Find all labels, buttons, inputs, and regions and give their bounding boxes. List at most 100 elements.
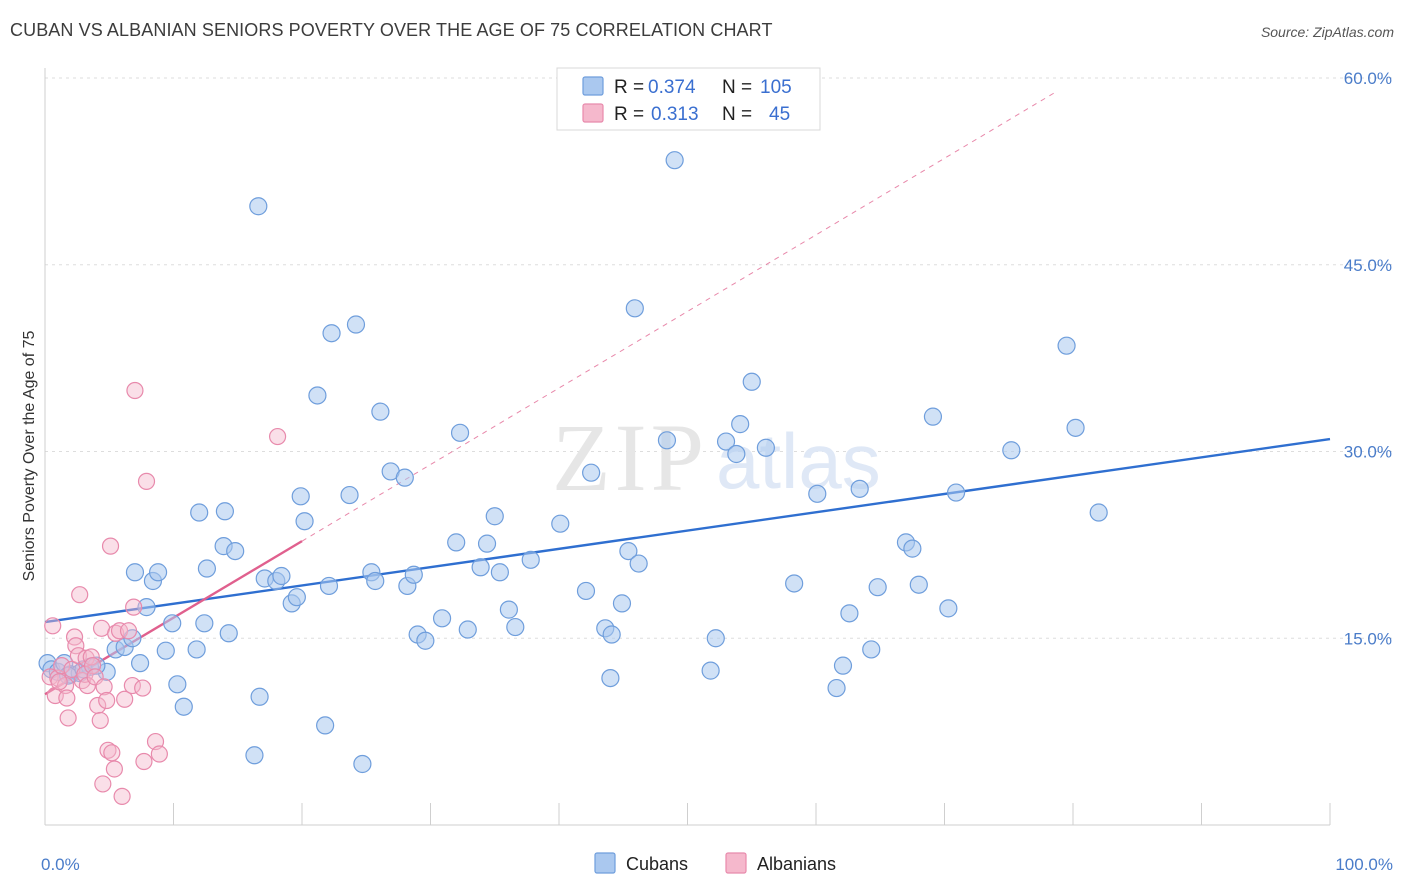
legend-r-value-albanians: 0.313: [651, 104, 699, 125]
cubans-point: [506, 617, 525, 637]
cubans-point: [148, 563, 168, 582]
cubans-point: [226, 541, 245, 561]
cubans-point: [1066, 418, 1085, 437]
cubans-point: [827, 678, 846, 698]
cubans-point: [416, 631, 435, 650]
cubans-point: [346, 315, 366, 334]
cubans-point: [657, 431, 677, 450]
cubans-point: [619, 541, 638, 561]
cubans-point: [215, 502, 234, 521]
cubans-point: [582, 463, 601, 482]
albanians-point: [105, 760, 123, 778]
cubans-point: [808, 484, 827, 503]
cubans-point: [477, 534, 497, 553]
x-tick-label-max: 100.0%: [1335, 855, 1393, 874]
cubans-point: [219, 624, 238, 643]
albanians-point: [101, 537, 120, 555]
albanians-point: [137, 472, 156, 490]
cubans-point: [471, 558, 490, 577]
cubans-point: [450, 423, 470, 442]
albanians-point: [103, 744, 121, 762]
cubans-point: [353, 754, 372, 774]
albanians-point: [44, 617, 62, 635]
cubans-point: [322, 324, 341, 343]
tick-labels: 15.0% 30.0% 45.0% 60.0% 0.0% 100.0%: [41, 69, 1393, 874]
cubans-point: [521, 550, 540, 569]
axes: [44, 68, 1331, 826]
cubans-point: [629, 554, 648, 573]
cubans-point: [727, 444, 746, 464]
x-tick-label-min: 0.0%: [41, 855, 80, 874]
cubans-point: [371, 402, 390, 421]
legend-swatch-cubans: [582, 76, 604, 96]
cubans-point: [601, 668, 620, 688]
legend-n-label-cubans: N =: [722, 77, 752, 98]
cubans-point: [625, 299, 644, 318]
cubans-point: [319, 576, 339, 596]
cubans-point: [190, 503, 209, 522]
cubans-point: [939, 599, 958, 618]
cubans-point: [156, 641, 175, 660]
albanians-point: [65, 628, 84, 646]
cubans-point: [130, 654, 150, 673]
chart-source: Source: ZipAtlas.com: [1260, 24, 1394, 40]
correlation-legend: R = 0.374 N = 105 R = 0.313 N = 45: [556, 67, 821, 131]
albanians-point: [67, 637, 85, 655]
legend-r-label-albanians: R =: [614, 104, 644, 125]
albanians-point: [134, 679, 152, 697]
y-tick-label: 60.0%: [1344, 69, 1392, 88]
cubans-point: [250, 687, 269, 706]
cubans-point: [432, 609, 452, 628]
bottom-legend-label-cubans: Cubans: [626, 854, 688, 874]
cubans-point: [316, 716, 335, 735]
cubans-point: [485, 507, 504, 526]
cubans-point: [1089, 503, 1108, 522]
cubans-point: [168, 675, 187, 694]
y-tick-label: 30.0%: [1344, 443, 1392, 462]
albanians-point: [113, 787, 131, 805]
legend-n-value-albanians: 45: [769, 104, 790, 125]
legend-n-value-cubans: 105: [760, 77, 792, 98]
cubans-point: [272, 566, 291, 586]
cubans-point: [187, 640, 206, 659]
chart-title: CUBAN VS ALBANIAN SENIORS POVERTY OVER T…: [10, 20, 773, 40]
cubans-point: [612, 594, 632, 613]
albanians-point: [71, 586, 89, 604]
cubans-point: [903, 539, 922, 558]
cubans-point: [785, 574, 804, 593]
cubans-point: [731, 415, 750, 434]
cubans-point: [195, 614, 214, 633]
cubans-point: [249, 197, 268, 216]
cubans-point: [163, 614, 182, 633]
albanians-point: [150, 745, 168, 763]
cubans-point: [742, 372, 761, 391]
albanians-point: [50, 673, 68, 691]
bottom-legend-label-albanians: Albanians: [757, 854, 836, 874]
cubans-point: [1002, 441, 1021, 460]
albanians-point: [135, 752, 153, 771]
data-points: [38, 151, 1108, 805]
cubans-point: [946, 483, 966, 502]
albanians-point: [95, 678, 113, 696]
cubans-point: [490, 563, 509, 582]
cubans-point: [665, 151, 684, 170]
grid: [45, 77, 1392, 639]
bottom-legend-swatch-albanians: [725, 852, 747, 874]
cubans-point: [295, 512, 314, 531]
cubans-point: [576, 581, 596, 601]
cubans-point: [923, 407, 943, 426]
cubans-point: [308, 386, 327, 405]
legend-n-label-albanians: N =: [722, 104, 752, 125]
albanians-point: [123, 676, 141, 695]
albanians-point: [59, 709, 77, 727]
legend-r-label-cubans: R =: [614, 77, 644, 98]
cubans-point: [551, 514, 570, 533]
cubans-point: [499, 600, 518, 619]
cubans-point: [862, 640, 881, 659]
cubans-point: [287, 588, 306, 607]
cubans-trend-line: [44, 437, 1331, 624]
albanians-point: [94, 775, 112, 793]
albanians-point: [82, 648, 100, 666]
albanians-point: [268, 427, 287, 446]
cubans-point: [602, 625, 621, 644]
